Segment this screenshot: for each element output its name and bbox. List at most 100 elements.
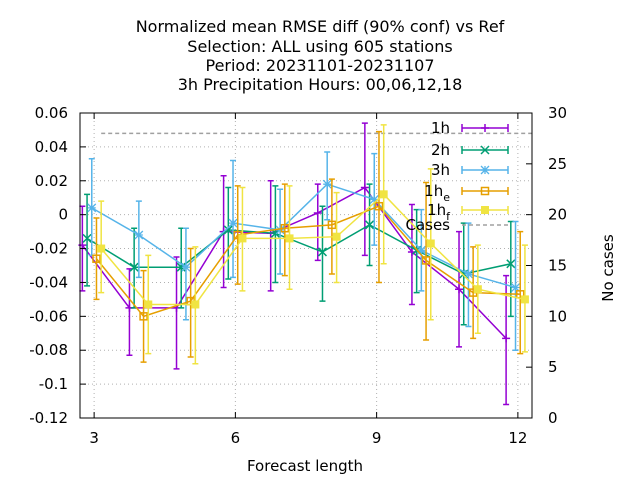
y-tick-label: -0.1 (39, 375, 68, 393)
error-bar (93, 217, 100, 301)
error-bar (319, 205, 326, 302)
legend-label: 2h (431, 141, 450, 159)
error-bar (187, 247, 194, 358)
error-bar (140, 269, 147, 363)
legend-label: 1h (431, 119, 450, 137)
y2-tick-label: 5 (548, 358, 558, 376)
series-5 (97, 124, 529, 365)
data-point (92, 254, 101, 263)
title-line-1: Normalized mean RMSE diff (90% conf) vs … (136, 17, 505, 36)
y-tick-label: -0.08 (29, 341, 68, 359)
data-point (322, 179, 332, 189)
legend-label: 1hf (427, 201, 451, 223)
legend-whisker (461, 206, 509, 214)
error-bar (230, 159, 237, 279)
data-point (473, 285, 482, 294)
data-point (87, 203, 97, 213)
error-bar (375, 130, 382, 284)
legend-whisker (461, 146, 509, 154)
error-bar (225, 186, 232, 280)
data-point (416, 245, 426, 255)
series-line (86, 223, 511, 275)
error-bar (135, 200, 142, 279)
data-point (238, 234, 247, 243)
data-point (480, 186, 490, 196)
error-bar (84, 193, 91, 287)
data-point (506, 259, 516, 269)
data-point (332, 232, 341, 241)
data-point (317, 247, 328, 257)
error-bar (182, 227, 189, 321)
series-line (91, 183, 516, 289)
data-point (520, 295, 529, 304)
data-point (97, 244, 106, 253)
title-line-4: 3h Precipitation Hours: 00,06,12,18 (178, 75, 463, 94)
data-point (275, 225, 285, 235)
chart-title: Normalized mean RMSE diff (90% conf) vs … (136, 17, 505, 94)
data-point (426, 239, 435, 248)
y-tick-label: -0.06 (29, 307, 68, 325)
data-point (82, 233, 92, 243)
data-point (181, 262, 191, 272)
series-line (95, 205, 521, 318)
x-tick-label: 12 (508, 429, 527, 447)
y-tick-label: 0.04 (35, 138, 68, 156)
data-point (463, 269, 473, 279)
legend-item: 2h (431, 141, 509, 159)
y2-tick-label: 30 (548, 104, 567, 122)
y-tick-label: -0.02 (29, 240, 68, 258)
x-tick-label: 6 (231, 429, 241, 447)
series-3 (87, 151, 520, 351)
error-bar (173, 256, 180, 370)
data-point (144, 300, 153, 309)
data-point (360, 183, 369, 192)
data-point (139, 312, 148, 321)
y-tick-label: -0.04 (29, 273, 68, 291)
data-point (365, 220, 375, 230)
grid (80, 113, 532, 418)
data-point (129, 262, 139, 272)
data-point (379, 190, 388, 199)
data-point (313, 208, 322, 217)
legend-item: 1hf (427, 201, 509, 223)
y2-tick-label: 20 (548, 206, 567, 224)
x-tick-label: 3 (89, 429, 99, 447)
data-series (78, 122, 529, 406)
error-bar (314, 183, 321, 262)
title-line-2: Selection: ALL using 605 stations (187, 37, 452, 56)
title-line-3: Period: 20231101-20231107 (205, 56, 434, 75)
error-bar (507, 220, 514, 318)
x-axis-label: Forecast length (247, 457, 363, 475)
data-point (223, 225, 233, 235)
series-line (100, 193, 526, 306)
data-point (480, 165, 490, 175)
y-tick-label: 0 (58, 206, 68, 224)
error-bar (328, 178, 335, 275)
legend-whisker (461, 187, 509, 195)
data-point (502, 334, 511, 343)
legend-item-cases: Cases (405, 216, 508, 234)
legend-label: Cases (405, 216, 450, 234)
data-point (374, 201, 384, 211)
data-point (369, 194, 379, 204)
error-bar (423, 181, 430, 341)
data-point (455, 285, 464, 294)
legend-whisker (461, 124, 509, 132)
legend-item: 1h (431, 119, 509, 137)
axes: 0.06 0.04 0.02 0 -0.02 -0.04 -0.06 -0.08 -0.1 -0.… (29, 104, 567, 447)
data-point (228, 218, 238, 228)
x-tick-label: 9 (372, 429, 382, 447)
data-point (134, 230, 144, 240)
error-bar (281, 183, 288, 277)
data-point (480, 145, 490, 155)
error-bar (234, 185, 241, 285)
data-point (511, 283, 520, 292)
data-point (327, 220, 337, 230)
legend-whisker (461, 166, 509, 174)
y2-tick-label: 25 (548, 155, 567, 173)
legend-label: 3h (431, 161, 450, 179)
y-tick-label: -0.12 (29, 409, 68, 427)
y2-tick-label: 0 (548, 409, 558, 427)
